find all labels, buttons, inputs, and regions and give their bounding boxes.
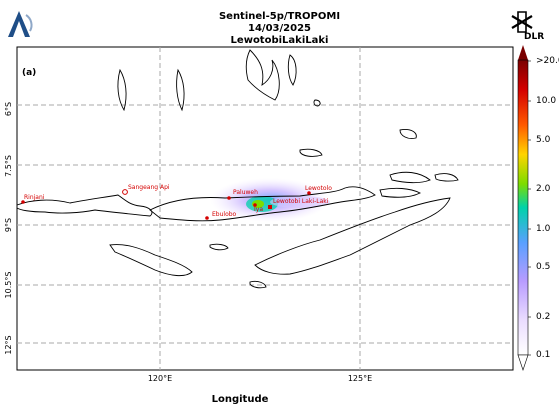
ytick-10-5s: 10.5°S: [4, 272, 13, 299]
institute-logo: [4, 9, 34, 45]
colorbar: [517, 45, 531, 371]
panel-label: (a): [22, 68, 36, 78]
volcano-marker-paluweh: [227, 196, 231, 200]
volcano-label-iya: Iya: [254, 206, 263, 213]
dlr-logo: DLR: [506, 8, 552, 46]
title-line-2-date: 14/03/2025: [248, 23, 311, 34]
colorbar-label-0-1: 0.1: [536, 350, 551, 360]
volcano-label-ebulobo: Ebulobo: [212, 211, 237, 218]
colorbar-label-20: >20.0: [536, 56, 559, 66]
colorbar-bar: [517, 59, 529, 356]
volcano-marker-lewotolo: [307, 191, 311, 195]
colorbar-label-1: 1.0: [536, 224, 551, 234]
volcano-label-lewotobi: Lewotobi Laki-Laki: [273, 198, 329, 205]
xtick-120e: 120°E: [148, 374, 172, 383]
colorbar-label-10: 10.0: [536, 96, 557, 106]
ytick-7-5s: 7.5°S: [4, 155, 13, 177]
volcano-marker-ebulobo: [205, 216, 209, 220]
volcano-label-paluweh: Paluweh: [233, 189, 258, 196]
colorbar-label-0-2: 0.2: [536, 312, 551, 322]
title-line-1: Sentinel-5p/TROPOMI: [218, 11, 341, 22]
plume-tail: [270, 196, 330, 208]
x-axis-label: Longitude: [211, 394, 269, 405]
colorbar-label-2: 2.0: [536, 184, 551, 194]
ytick-12s: 12°S: [4, 335, 13, 354]
volcano-label-sangeang-api: Sangeang Api: [128, 184, 170, 191]
dlr-logo-text: DLR: [524, 32, 544, 42]
volcano-label-rinjani: Rinjani: [24, 194, 45, 201]
ytick-6s: 6°S: [4, 102, 13, 116]
volcano-marker-iya: [253, 203, 257, 207]
colorbar-bottom-arrow: [517, 354, 529, 371]
volcano-marker-rinjani: [21, 200, 25, 204]
volcano-marker-lewotobi: [268, 205, 272, 209]
volcano-marker-sangeang-api: [122, 189, 128, 195]
colorbar-top-arrow: [518, 45, 528, 60]
xtick-125e: 125°E: [348, 374, 372, 383]
colorbar-label-5: 5.0: [536, 135, 551, 145]
ytick-9s: 9°S: [4, 218, 13, 232]
volcano-label-lewotolo: Lewotolo: [305, 185, 332, 192]
colorbar-label-0-5: 0.5: [536, 262, 551, 272]
coastlines: [16, 49, 459, 289]
volcano-markers: [21, 189, 311, 220]
title-line-3-volcano: LewotobiLakiLaki: [230, 35, 329, 46]
